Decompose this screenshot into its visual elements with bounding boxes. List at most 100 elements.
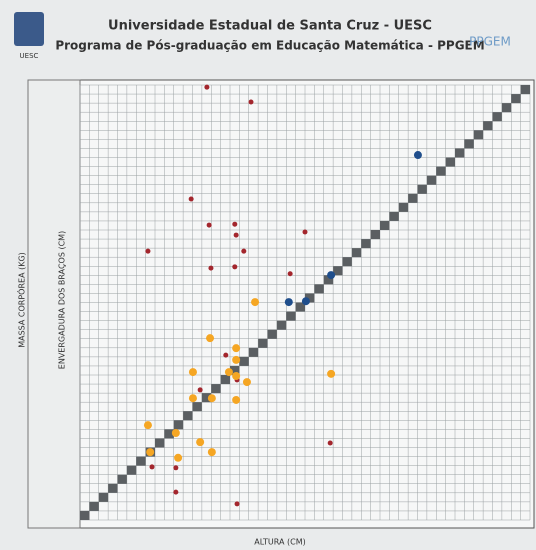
point <box>302 229 308 235</box>
point <box>232 221 238 227</box>
x-axis-label: ALTURA (CM) <box>254 538 306 547</box>
diagonal-cell <box>455 148 465 158</box>
diagonal-cell <box>445 157 455 167</box>
diagonal-cell <box>89 501 99 511</box>
diagonal-cell <box>426 175 437 185</box>
point <box>208 265 214 271</box>
diagonal-cell <box>370 230 380 240</box>
diagonal-cell <box>295 302 305 312</box>
logo-right-text: PPGEM <box>469 35 511 49</box>
diagonal-cell <box>361 239 371 249</box>
point <box>204 84 210 90</box>
point <box>241 248 247 254</box>
diagonal-cell <box>192 402 202 412</box>
point <box>327 271 336 280</box>
diagonal-cell <box>80 510 90 520</box>
diagonal-cell <box>342 257 352 267</box>
point <box>234 501 240 507</box>
diagonal-cell <box>108 483 118 493</box>
diagonal-cell <box>164 429 174 439</box>
point <box>232 372 241 381</box>
diagonal-cell <box>408 193 418 203</box>
grid <box>79 84 531 521</box>
chart-board <box>27 79 535 529</box>
diagonal-cell <box>501 103 512 113</box>
diagonal-cell <box>417 184 427 194</box>
point <box>248 99 254 105</box>
diagonal-cell <box>323 275 334 285</box>
diagonal-cell <box>183 411 193 421</box>
diagonal-cell <box>398 202 409 212</box>
point <box>207 448 216 457</box>
point <box>143 421 152 430</box>
point <box>174 453 183 462</box>
point <box>327 369 336 378</box>
y2-axis-label: MASSA CORPÓREA (KG) <box>16 252 27 348</box>
uesc-logo <box>14 12 44 46</box>
point <box>284 298 293 307</box>
point <box>232 344 241 353</box>
diagonal-cell <box>211 384 221 394</box>
diagonal-cell <box>136 456 146 466</box>
diagonal-cell <box>305 293 315 303</box>
point <box>223 352 229 358</box>
diagonal-cell <box>314 284 324 294</box>
point <box>224 368 233 377</box>
point <box>327 440 333 446</box>
chart-subtitle: Programa de Pós-graduação em Educação Ma… <box>55 39 484 53</box>
diagonal-cell <box>98 492 109 502</box>
point <box>149 464 155 470</box>
diagonal-cell <box>464 139 474 149</box>
diagonal-cell <box>276 320 287 330</box>
point <box>242 378 251 387</box>
diagonal-cell <box>473 130 484 140</box>
diagonal-cell <box>351 248 362 258</box>
point <box>301 297 310 306</box>
diagonal-cell <box>220 375 230 385</box>
diagonal-cell <box>511 94 521 104</box>
point <box>188 394 197 403</box>
diagonal-cell <box>389 211 399 221</box>
diagonal-cell <box>333 266 343 276</box>
diagonal-cell <box>230 365 240 375</box>
point <box>287 271 293 277</box>
point <box>232 395 241 404</box>
chart-title: Universidade Estadual de Santa Cruz - UE… <box>108 19 432 34</box>
y-axis-label: ENVERGADURA DOS BRAÇOS (CM) <box>58 231 67 369</box>
point <box>171 429 180 437</box>
diagonal-cell <box>248 347 259 357</box>
diagonal-cell <box>436 166 446 176</box>
point <box>146 448 155 457</box>
point <box>173 465 179 471</box>
point <box>233 232 239 238</box>
point <box>251 298 260 307</box>
point <box>232 264 238 270</box>
point <box>206 222 212 228</box>
y-scale-strip <box>27 79 81 529</box>
logo-left-text: UESC <box>20 52 39 60</box>
diagonal-cell <box>155 438 165 448</box>
point <box>207 394 216 403</box>
diagonal-cell <box>126 465 137 475</box>
point <box>232 355 241 364</box>
point <box>196 438 205 447</box>
diagonal-cell <box>520 85 530 95</box>
point <box>206 334 215 343</box>
diagonal-cell <box>258 338 268 348</box>
diagonal-cell <box>239 356 249 366</box>
point <box>188 368 197 377</box>
point <box>145 248 151 254</box>
point <box>197 387 203 393</box>
point <box>173 489 179 495</box>
diagonal-cell <box>173 420 184 430</box>
diagonal-cell <box>380 220 390 230</box>
diagonal-cell <box>492 112 502 122</box>
point <box>413 151 422 160</box>
diagonal-cell <box>483 121 493 131</box>
diagonal-cell <box>201 393 212 403</box>
diagonal-cell <box>267 329 277 339</box>
diagonal-cell <box>117 474 127 484</box>
point <box>188 196 194 202</box>
diagonal-cell <box>286 311 296 321</box>
